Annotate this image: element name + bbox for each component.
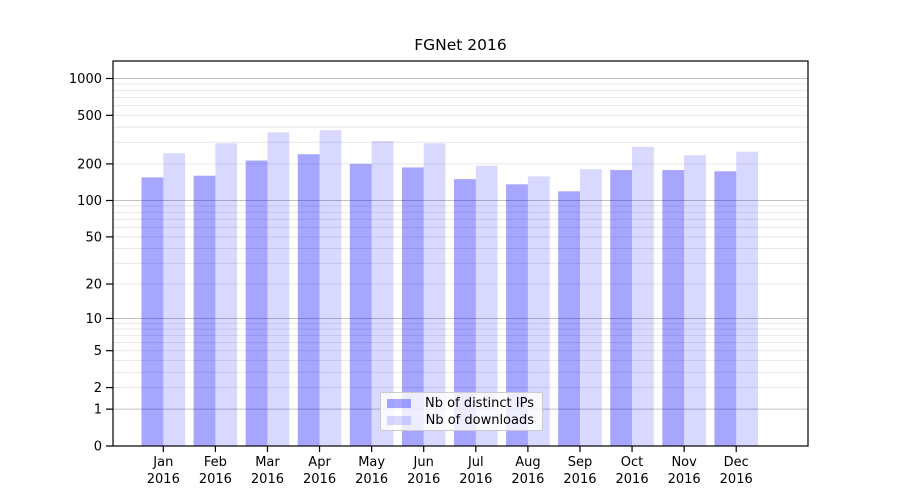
y-tick-label: 10: [85, 312, 102, 327]
y-tick-label: 50: [85, 230, 102, 245]
bar-jan-distinct-ips: [141, 177, 164, 447]
bar-mar-distinct-ips: [245, 160, 268, 446]
x-tick-label-year: 2016: [199, 472, 232, 487]
x-tick-label-year: 2016: [459, 472, 492, 487]
x-tick-label-month: Sep: [568, 455, 593, 470]
x-tick-label-month: Oct: [621, 455, 643, 470]
x-tick-label-year: 2016: [355, 472, 388, 487]
y-tick-label: 2: [94, 381, 102, 396]
bar-dec-downloads: [736, 151, 759, 447]
bar-feb-downloads: [215, 143, 238, 447]
bar-jun-distinct-ips: [401, 167, 424, 446]
bar-jun-downloads: [423, 143, 446, 447]
bar-dec-distinct-ips: [714, 171, 737, 446]
x-tick-label-month: Dec: [724, 455, 749, 470]
legend-label-distinct-ips: Nb of distinct IPs: [425, 395, 534, 411]
y-tick-label: 100: [77, 194, 102, 209]
axes-border: [112, 60, 809, 447]
x-tick-label-month: May: [358, 455, 385, 470]
bar-nov-distinct-ips: [662, 170, 685, 446]
bar-nov-downloads: [684, 155, 706, 446]
bar-oct-downloads: [632, 146, 654, 447]
bar-may-distinct-ips: [349, 163, 372, 446]
bar-sep-distinct-ips: [558, 191, 580, 446]
y-tick-label: 1: [94, 403, 102, 418]
bar-apr-distinct-ips: [297, 154, 320, 447]
bar-aug-distinct-ips: [506, 184, 528, 446]
bar-jul-downloads: [475, 165, 498, 446]
bar-sep-downloads: [579, 169, 602, 446]
x-tick-label-year: 2016: [407, 472, 440, 487]
y-tick-label: 5: [94, 344, 102, 359]
bar-aug-downloads: [527, 176, 550, 446]
legend-swatch-downloads: [387, 415, 411, 425]
x-tick-label-year: 2016: [563, 472, 596, 487]
x-tick-label-month: Apr: [308, 455, 331, 470]
bar-may-downloads: [371, 141, 394, 446]
x-tick-label-year: 2016: [720, 472, 753, 487]
x-tick-label-year: 2016: [616, 472, 649, 487]
bar-feb-distinct-ips: [193, 175, 216, 446]
x-tick-label-month: Jul: [467, 455, 484, 470]
y-tick-label: 0: [94, 440, 102, 455]
x-tick-label-year: 2016: [511, 472, 544, 487]
bar-oct-distinct-ips: [610, 170, 633, 446]
x-tick-label-month: Jan: [152, 455, 173, 470]
bar-jan-downloads: [163, 153, 186, 446]
x-tick-label-month: Feb: [204, 455, 227, 470]
y-tick-label: 500: [77, 109, 102, 124]
bar-apr-downloads: [319, 130, 342, 446]
x-tick-label-month: Jun: [413, 455, 434, 470]
x-tick-label-year: 2016: [251, 472, 284, 487]
x-tick-label-month: Nov: [671, 455, 697, 470]
legend-row-distinct-ips: Nb of distinct IPs: [387, 395, 534, 411]
x-tick-label-month: Aug: [515, 455, 540, 470]
bar-mar-downloads: [267, 132, 290, 446]
x-tick-label-year: 2016: [668, 472, 701, 487]
chart-title: FGNet 2016: [414, 36, 507, 54]
y-tick-label: 1000: [69, 72, 102, 87]
legend-label-downloads: Nb of downloads: [425, 412, 534, 428]
y-tick-label: 200: [77, 157, 102, 172]
bar-jul-distinct-ips: [454, 179, 476, 446]
legend: Nb of distinct IPs Nb of downloads: [380, 392, 543, 431]
x-tick-label-year: 2016: [303, 472, 336, 487]
legend-row-downloads: Nb of downloads: [387, 412, 534, 428]
x-tick-label-year: 2016: [147, 472, 180, 487]
legend-swatch-distinct-ips: [387, 398, 411, 408]
x-tick-label-month: Mar: [255, 455, 280, 470]
y-tick-label: 20: [85, 278, 102, 293]
